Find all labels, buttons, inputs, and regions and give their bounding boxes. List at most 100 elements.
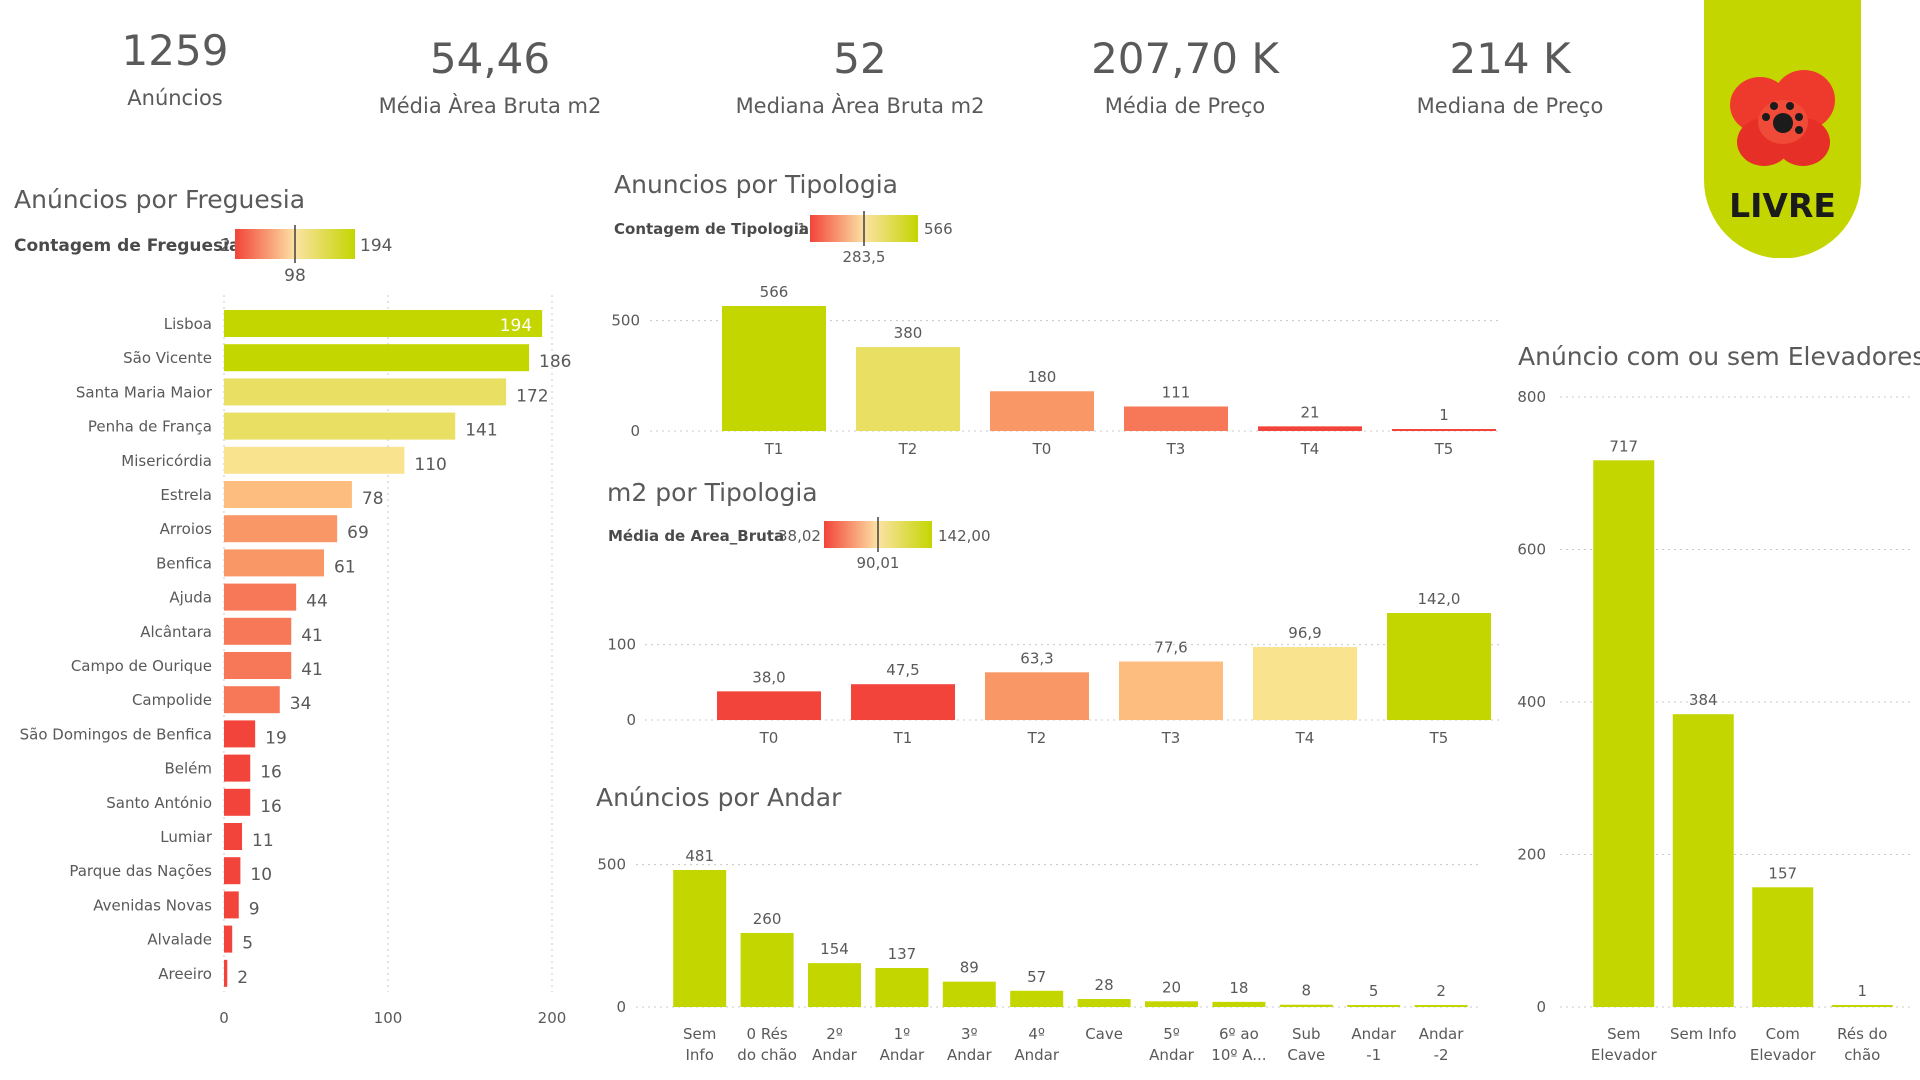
legend-max: 194	[360, 236, 392, 256]
data-label: 172	[516, 386, 548, 406]
data-label: 16	[260, 763, 282, 783]
bar	[224, 857, 241, 885]
category-label: 3º	[961, 1025, 978, 1043]
category-label: 4º	[1028, 1025, 1045, 1043]
bar	[1831, 1005, 1893, 1007]
freguesia-chart: 0 100 200 Lisboa 194 São Vicente 186 Santa Mari…	[20, 295, 571, 1027]
bar	[224, 686, 280, 714]
category-label: Cave	[1287, 1046, 1325, 1064]
kpi-value: 52	[833, 34, 887, 83]
m2-legend: Média de Area_Bruta 38,02 142,00 90,01	[608, 517, 991, 572]
bar	[875, 967, 929, 1007]
data-label: 9	[249, 899, 260, 919]
andar-chart: 0 500 481 Sem Info 260 0 Rés do chão 154 2º Andar 1…	[597, 847, 1480, 1064]
bar	[224, 549, 325, 577]
kpi-value: 54,46	[429, 34, 551, 83]
category-label: Sub	[1292, 1025, 1321, 1043]
data-label: 21	[1300, 403, 1319, 421]
bar	[224, 515, 338, 543]
data-label: 19	[265, 728, 287, 748]
legend-mid: 98	[284, 266, 306, 286]
bar	[1347, 1005, 1401, 1007]
y-tick-label: 400	[1517, 693, 1546, 711]
data-label: 11	[252, 831, 274, 851]
data-label: 1	[1857, 982, 1867, 1000]
category-label: T0	[759, 729, 779, 747]
category-label: Misericórdia	[121, 452, 212, 470]
bar	[1010, 990, 1064, 1007]
data-label: 137	[888, 945, 917, 963]
category-label: Rés do	[1837, 1025, 1887, 1043]
y-tick-label: 500	[611, 312, 640, 330]
data-label: 28	[1095, 976, 1114, 994]
kpi-label: Média de Preço	[1104, 94, 1266, 118]
legend-max: 142,00	[938, 527, 991, 545]
y-tick-label: 0	[616, 998, 626, 1016]
bar	[942, 981, 996, 1007]
data-label: 186	[539, 352, 571, 372]
category-label: Andar	[1149, 1046, 1194, 1064]
bar	[224, 617, 292, 645]
bar	[1752, 887, 1814, 1007]
category-label: Cave	[1085, 1025, 1123, 1043]
category-label: Andar	[1351, 1025, 1396, 1043]
kpi-value: 1259	[121, 26, 229, 75]
legend-min: 2	[220, 236, 231, 256]
data-label: 10	[250, 865, 272, 885]
bar	[1279, 1004, 1333, 1007]
legend-mid: 283,5	[843, 248, 886, 266]
category-label: Santa Maria Maior	[76, 383, 213, 401]
kpi-mediana-area: 52 Mediana Àrea Bruta m2	[730, 34, 990, 119]
bar	[990, 391, 1094, 431]
kpi-mediana-preco: 214 K Mediana de Preço	[1400, 38, 1620, 119]
bar	[224, 446, 405, 474]
legend-label: Contagem de Freguesia	[14, 236, 240, 256]
y-tick-label: 0	[630, 422, 640, 440]
data-label: 63,3	[1020, 649, 1053, 667]
m2-title: m2 por Tipologia	[607, 478, 818, 507]
kpi-label: Anúncios	[127, 86, 223, 110]
bar	[224, 378, 507, 406]
category-label: Elevador	[1591, 1046, 1658, 1064]
freguesia-title: Anúncios por Freguesia	[14, 185, 306, 214]
kpi-label: Mediana de Preço	[1416, 94, 1604, 118]
category-label: 6º ao	[1219, 1025, 1259, 1043]
bar	[1392, 429, 1496, 431]
bar	[851, 684, 955, 720]
freguesia-legend: Contagem de Freguesia 2 194 98	[14, 225, 392, 286]
data-label: 18	[1229, 979, 1248, 997]
data-label: 384	[1689, 691, 1718, 709]
bar	[1414, 1005, 1468, 1007]
category-label: Campolide	[132, 691, 212, 709]
category-label: Benfica	[156, 554, 212, 572]
logo-text: LIVRE	[1729, 186, 1836, 225]
category-label: T0	[1032, 440, 1052, 458]
data-label: 2	[1436, 982, 1446, 1000]
category-label: -1	[1366, 1046, 1381, 1064]
category-label: T4	[1300, 440, 1320, 458]
data-label: 2	[237, 968, 248, 988]
category-label: Ajuda	[169, 589, 212, 607]
bar	[740, 932, 794, 1007]
data-label: 1	[1439, 406, 1449, 424]
category-label: 2º	[826, 1025, 843, 1043]
kpi-label: Média Àrea Bruta m2	[378, 94, 602, 118]
bar	[1077, 999, 1131, 1007]
y-tick-label: 500	[597, 856, 626, 874]
category-label: Alvalade	[147, 931, 212, 949]
bar	[717, 691, 821, 720]
tipologia-chart: 0 500 566 T1 380 T2 180 T0 111 T3 21 T4 1 T5	[611, 283, 1500, 458]
bar	[1593, 460, 1655, 1008]
bar	[1212, 1001, 1266, 1007]
bar	[1253, 646, 1357, 720]
bar	[1258, 426, 1362, 431]
y-tick-label: 100	[607, 636, 636, 654]
bar	[856, 347, 960, 431]
kpi-value: 207,70 K	[1091, 34, 1279, 83]
data-label: 157	[1768, 864, 1797, 882]
bar	[722, 306, 826, 431]
category-label: Andar	[1014, 1046, 1059, 1064]
bar	[224, 310, 543, 337]
category-label: do chão	[737, 1046, 797, 1064]
